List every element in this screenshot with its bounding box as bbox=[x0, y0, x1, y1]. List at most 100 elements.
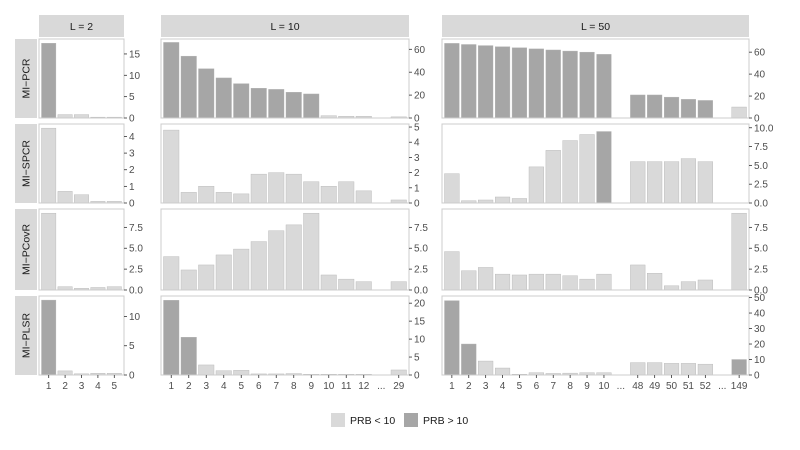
bar bbox=[680, 99, 696, 119]
y-tick-label: 5.0 bbox=[414, 244, 428, 255]
bar bbox=[579, 278, 595, 291]
bar bbox=[495, 46, 511, 119]
panel-r1-c1: 0 5 10 15 bbox=[38, 38, 141, 125]
x-tick-label: 8 bbox=[567, 381, 573, 392]
bar bbox=[664, 161, 680, 204]
facet-strip-col-2 bbox=[161, 15, 409, 37]
bar bbox=[250, 88, 267, 119]
bar bbox=[198, 364, 215, 376]
bar bbox=[268, 230, 285, 291]
bar bbox=[57, 286, 73, 291]
y-tick-label: 4 bbox=[414, 138, 420, 149]
bar bbox=[215, 77, 232, 119]
bar bbox=[163, 256, 180, 291]
bar bbox=[57, 114, 73, 119]
y-tick-label: 60 bbox=[754, 48, 766, 59]
bar bbox=[163, 300, 180, 376]
y-tick-label: 2 bbox=[129, 165, 135, 176]
bar bbox=[579, 134, 595, 204]
x-tick-label: 50 bbox=[666, 381, 678, 392]
bar bbox=[198, 264, 215, 291]
y-tick-label: 15 bbox=[414, 317, 426, 328]
panel-border bbox=[441, 295, 750, 376]
bar bbox=[731, 106, 747, 119]
x-tick-label: ... bbox=[718, 381, 726, 392]
bar bbox=[215, 370, 232, 376]
bar bbox=[41, 43, 57, 119]
bar bbox=[180, 269, 197, 291]
y-tick-label: 20 bbox=[414, 91, 426, 102]
y-tick-label: 20 bbox=[754, 340, 766, 351]
facet-strip-label: MI−SPCR bbox=[21, 140, 33, 187]
bar bbox=[444, 43, 460, 119]
y-tick-label: 4 bbox=[129, 132, 135, 143]
panel-border bbox=[441, 208, 750, 291]
y-tick-label: 20 bbox=[754, 92, 766, 103]
facet-strip-label: L = 50 bbox=[581, 21, 610, 33]
y-tick-label: 60 bbox=[414, 45, 426, 56]
bar bbox=[180, 192, 197, 204]
y-tick-label: 5.0 bbox=[129, 244, 143, 255]
bar bbox=[697, 100, 713, 119]
bar bbox=[664, 96, 680, 119]
y-tick-label: 10 bbox=[129, 312, 141, 323]
y-tick-label: 5.0 bbox=[754, 244, 768, 255]
x-tick-label: 2 bbox=[466, 381, 472, 392]
y-tick-label: 10 bbox=[414, 335, 426, 346]
y-tick-label: 5 bbox=[129, 341, 135, 352]
bar bbox=[180, 55, 197, 119]
bar bbox=[545, 273, 561, 291]
panel-r1-c3: 0 20 40 60 bbox=[441, 38, 766, 125]
bar bbox=[545, 49, 561, 119]
y-tick-label: 0 bbox=[414, 114, 420, 125]
bar bbox=[74, 114, 89, 119]
x-tick-label: 5 bbox=[517, 381, 523, 392]
y-tick-label: 3 bbox=[129, 149, 135, 160]
bar bbox=[233, 83, 250, 119]
bar bbox=[647, 161, 663, 204]
bar bbox=[478, 267, 494, 291]
facet-strip-col-3 bbox=[442, 15, 749, 37]
x-tick-label: 2 bbox=[186, 381, 192, 392]
bar bbox=[596, 273, 612, 291]
bar bbox=[664, 285, 680, 291]
bar bbox=[106, 286, 122, 291]
bar bbox=[461, 343, 477, 376]
facet-strip-label: L = 10 bbox=[270, 21, 299, 33]
legend-key-low bbox=[331, 413, 345, 427]
bar bbox=[511, 47, 527, 119]
x-tick-label: 4 bbox=[95, 381, 101, 392]
bar bbox=[215, 254, 232, 291]
bar bbox=[562, 50, 578, 119]
x-tick-label: 12 bbox=[358, 381, 370, 392]
x-tick-label: 1 bbox=[449, 381, 455, 392]
x-tick-label: 10 bbox=[323, 381, 335, 392]
bar bbox=[461, 44, 477, 119]
bar bbox=[233, 248, 250, 291]
bar bbox=[268, 172, 285, 204]
bar bbox=[303, 93, 320, 119]
bar bbox=[511, 274, 527, 291]
legend-label: PRB < 10 bbox=[350, 415, 395, 427]
bar bbox=[57, 191, 73, 204]
bar bbox=[731, 359, 747, 376]
bar bbox=[647, 362, 663, 376]
bar bbox=[630, 362, 646, 376]
y-tick-label: 0 bbox=[129, 199, 135, 210]
bar bbox=[562, 140, 578, 204]
y-tick-label: 7.5 bbox=[414, 223, 428, 234]
panel-border bbox=[160, 38, 410, 119]
panel-r2-c3: 0.0 2.5 5.0 7.5 10.0 bbox=[441, 123, 774, 210]
y-tick-label: 0.0 bbox=[129, 286, 143, 297]
bar bbox=[390, 281, 407, 291]
x-tick-label: 29 bbox=[393, 381, 405, 392]
bar bbox=[579, 51, 595, 119]
bar bbox=[545, 150, 561, 204]
y-tick-label: 40 bbox=[414, 68, 426, 79]
y-tick-label: 10 bbox=[129, 71, 141, 82]
x-tick-label: 52 bbox=[700, 381, 712, 392]
y-tick-label: 5 bbox=[129, 92, 135, 103]
panel-r3-c3: 0.0 2.5 5.0 7.5 bbox=[441, 208, 768, 297]
bar bbox=[495, 367, 511, 376]
